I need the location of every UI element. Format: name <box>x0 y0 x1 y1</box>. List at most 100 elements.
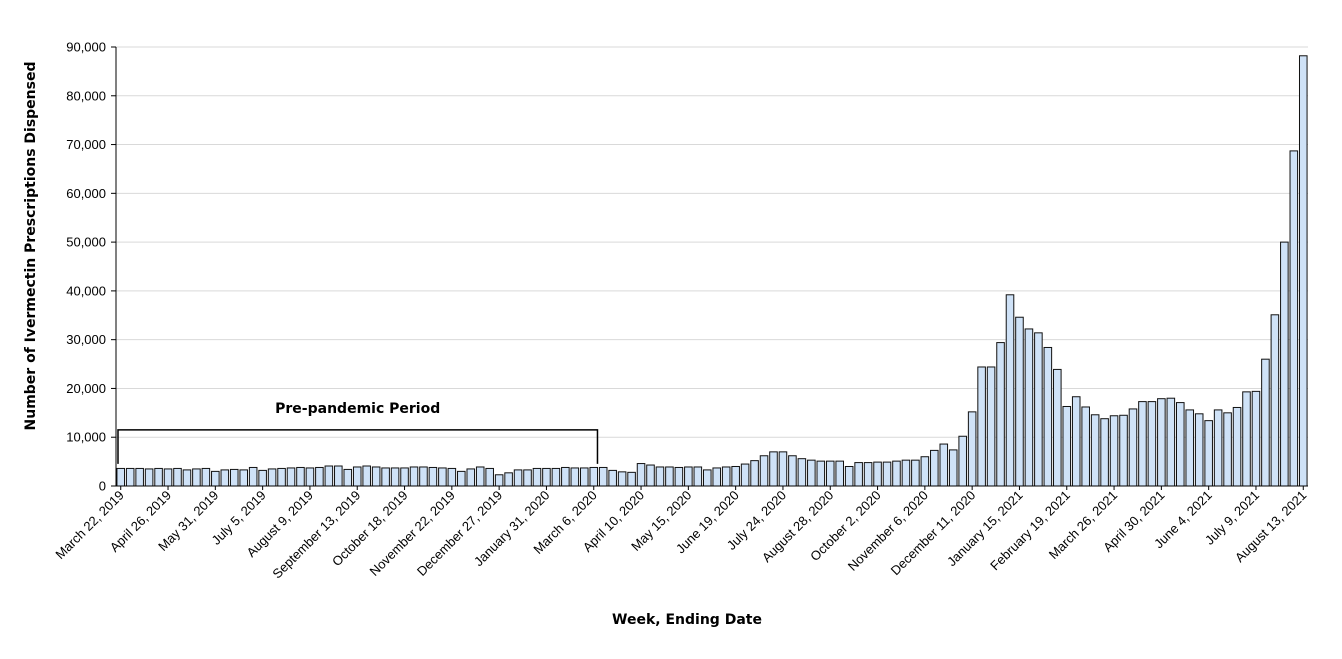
bar <box>551 467 561 487</box>
bar <box>1289 150 1299 487</box>
bar <box>154 467 163 487</box>
bar <box>485 467 494 487</box>
y-tick-label: 90,000 <box>66 40 106 55</box>
bracket-line <box>117 429 599 464</box>
bar <box>343 468 353 487</box>
bar <box>1232 406 1242 487</box>
bar <box>258 469 267 487</box>
bar <box>1270 314 1280 487</box>
bar <box>882 461 892 487</box>
x-tick-label: December 11, 2020 <box>888 488 979 579</box>
bar <box>863 462 873 487</box>
bar <box>277 467 286 487</box>
bar <box>1204 420 1213 487</box>
bar <box>163 468 173 487</box>
bar <box>305 467 315 487</box>
bar <box>844 465 854 487</box>
bar <box>201 467 211 487</box>
bar <box>1053 368 1062 487</box>
bar <box>1090 414 1100 487</box>
pre-pandemic-bracket: Pre-pandemic Period <box>117 401 599 464</box>
bar <box>731 465 740 487</box>
bar <box>939 443 949 487</box>
bar <box>684 466 693 487</box>
bar <box>1223 412 1232 487</box>
bar <box>324 465 334 487</box>
y-tick-label: 60,000 <box>66 186 106 201</box>
bar <box>466 468 476 487</box>
bar <box>173 467 182 487</box>
bar <box>627 471 636 487</box>
x-tick-label: February 19, 2021 <box>987 488 1073 574</box>
y-tick-label: 30,000 <box>66 332 106 347</box>
bar <box>1138 401 1147 487</box>
bar <box>125 467 135 487</box>
y-axis-title: Number of Ivermectin Prescriptions Dispe… <box>23 62 39 431</box>
bar <box>807 459 816 487</box>
bar <box>438 467 447 487</box>
bar <box>400 467 409 487</box>
bar <box>797 458 807 487</box>
bar <box>1071 396 1081 487</box>
bar <box>371 466 381 487</box>
bar <box>958 435 967 487</box>
bar <box>561 466 570 487</box>
bar <box>580 467 589 487</box>
bar <box>182 469 192 487</box>
bar <box>362 465 371 487</box>
bar <box>1185 409 1195 487</box>
x-tick-label: November 6, 2020 <box>845 488 931 574</box>
bar <box>229 468 239 487</box>
bar <box>542 467 551 487</box>
bar <box>381 467 390 487</box>
bar <box>135 467 144 487</box>
y-tick-label: 70,000 <box>66 137 106 152</box>
bar <box>334 465 343 487</box>
y-tick-label: 20,000 <box>66 381 106 396</box>
y-tick-label: 0 <box>99 479 106 494</box>
y-tick-label: 10,000 <box>66 430 106 445</box>
bar-series <box>116 55 1308 487</box>
bar <box>788 455 797 487</box>
bar <box>1298 55 1308 487</box>
bar <box>1176 402 1185 487</box>
bar <box>693 466 703 487</box>
annotation-label: Pre-pandemic Period <box>275 401 440 417</box>
bar <box>192 468 201 487</box>
bar <box>211 470 220 487</box>
bar <box>892 460 901 487</box>
bar <box>911 459 920 487</box>
bar <box>239 469 248 487</box>
bar <box>769 451 778 487</box>
bar <box>1100 418 1109 487</box>
bar <box>513 469 523 487</box>
bar <box>721 466 731 487</box>
bar <box>825 460 835 487</box>
bar <box>1043 346 1053 487</box>
bar <box>636 463 646 487</box>
bar <box>1081 406 1090 487</box>
bar <box>1024 328 1034 487</box>
bar <box>457 470 466 487</box>
horizontal-gridlines <box>116 46 1308 438</box>
bar <box>532 467 542 487</box>
bar <box>986 366 996 487</box>
bar <box>1034 332 1043 487</box>
bar <box>570 467 580 487</box>
bar <box>835 460 844 487</box>
y-tick-label: 80,000 <box>66 88 106 103</box>
bar <box>759 455 769 487</box>
y-tick-label: 50,000 <box>66 235 106 250</box>
bar <box>674 466 684 487</box>
bar <box>1119 414 1128 487</box>
bar <box>428 466 438 487</box>
bar <box>816 460 826 487</box>
bar <box>1261 358 1270 487</box>
bar <box>409 466 419 487</box>
bar <box>665 466 674 487</box>
bar <box>1280 241 1289 487</box>
bar <box>248 466 258 487</box>
x-tick-label: December 27, 2019 <box>414 488 505 579</box>
